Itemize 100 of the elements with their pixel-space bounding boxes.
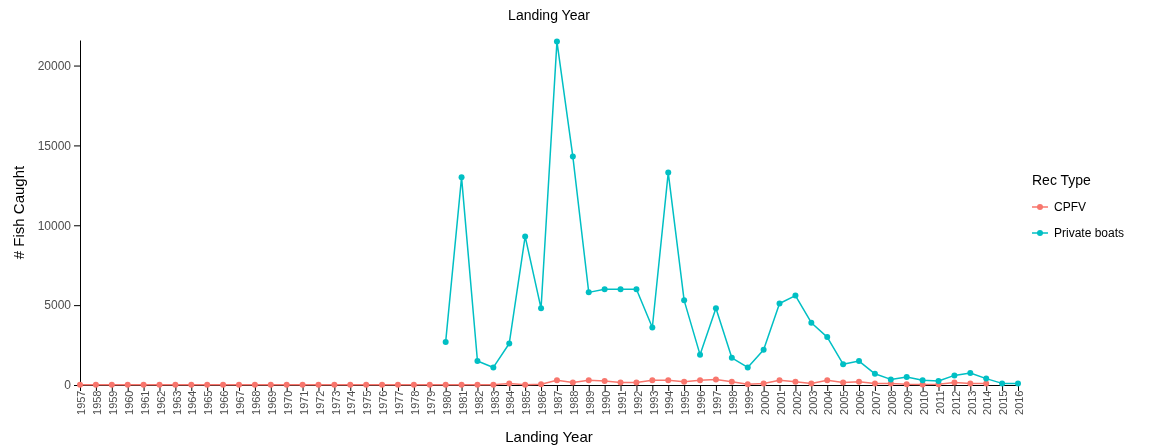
legend-label: CPFV — [1054, 200, 1087, 214]
point — [267, 381, 274, 388]
x-tick-label: 1957 — [75, 390, 88, 415]
point — [887, 376, 894, 383]
point — [840, 379, 847, 386]
x-tick-label: 1976 — [377, 390, 390, 415]
x-tick-label: 1987 — [552, 390, 565, 415]
x-tick-label: 1990 — [599, 390, 612, 415]
point — [633, 379, 640, 386]
point — [760, 380, 767, 387]
point — [665, 169, 672, 176]
point — [697, 377, 704, 384]
x-tick-label: 1963 — [170, 390, 183, 415]
point — [840, 361, 847, 368]
x-tick-label: 1989 — [583, 390, 596, 415]
point — [712, 305, 719, 312]
point — [983, 375, 990, 382]
point — [728, 354, 735, 361]
point — [553, 377, 560, 384]
legend-title: Rec Type — [1032, 172, 1092, 188]
point — [315, 381, 322, 388]
point — [506, 340, 513, 347]
x-tick-label: 1999 — [742, 390, 755, 415]
x-tick-label: 1960 — [122, 390, 135, 415]
x-tick-label: 2005 — [838, 390, 851, 415]
point — [585, 377, 592, 384]
x-tick-label: 2015 — [997, 390, 1010, 415]
point — [601, 378, 608, 385]
point — [283, 381, 290, 388]
point — [633, 286, 640, 293]
point — [712, 376, 719, 383]
x-tick-label: 1994 — [663, 390, 676, 415]
point — [506, 380, 513, 387]
point — [522, 233, 529, 240]
x-tick-label: 2013 — [965, 390, 978, 415]
point — [744, 364, 751, 371]
x-tick-label: 1973 — [329, 390, 342, 415]
x-tick-label: 2003 — [806, 390, 819, 415]
point — [108, 381, 115, 388]
x-tick-label: 1974 — [345, 390, 358, 415]
x-tick-label: 1969 — [265, 390, 278, 415]
x-tick-label: 1986 — [536, 390, 549, 415]
x-tick-label: 1968 — [250, 390, 263, 415]
point — [1015, 380, 1021, 387]
x-tick-label: 2008 — [886, 390, 899, 415]
x-tick-label: 1958 — [91, 390, 104, 415]
x-tick-label: 1995 — [679, 390, 692, 415]
x-tick-label: 1992 — [631, 390, 644, 415]
point — [617, 379, 624, 386]
point — [490, 364, 497, 371]
point — [251, 381, 258, 388]
x-tick-label: 1984 — [504, 390, 517, 415]
point — [951, 379, 958, 386]
x-tick-label: 1965 — [202, 390, 215, 415]
point — [649, 377, 656, 384]
x-tick-label: 2012 — [949, 390, 962, 415]
point — [617, 286, 624, 293]
point — [871, 380, 878, 387]
point — [442, 338, 449, 345]
point — [363, 381, 370, 388]
point — [792, 292, 799, 299]
x-tick-label: 2002 — [790, 390, 803, 415]
x-tick-label: 1988 — [568, 390, 581, 415]
x-tick-label: 1983 — [488, 390, 501, 415]
point — [856, 378, 863, 385]
x-tick-label: 1962 — [154, 390, 167, 415]
x-tick-label: 1975 — [361, 390, 374, 415]
point — [204, 381, 211, 388]
point — [824, 334, 831, 341]
point — [967, 370, 974, 377]
point — [347, 381, 354, 388]
x-tick-label: 2004 — [822, 390, 835, 415]
point — [665, 377, 672, 384]
point — [808, 380, 815, 387]
point — [331, 381, 338, 388]
point — [553, 38, 560, 45]
point — [903, 381, 910, 388]
x-tick-label: 2009 — [901, 390, 914, 415]
y-tick-label: 15000 — [37, 138, 72, 153]
x-tick-label: 1964 — [186, 390, 199, 415]
point — [92, 381, 99, 388]
x-tick-label: 1997 — [711, 390, 724, 415]
x-tick-label: 1961 — [138, 390, 151, 415]
point — [235, 381, 242, 388]
point — [490, 381, 497, 388]
x-tick-label: 1971 — [297, 390, 310, 415]
x-tick-label: 1967 — [234, 390, 247, 415]
point — [760, 346, 767, 353]
x-tick-label: 2014 — [981, 390, 994, 415]
x-axis-title: Landing Year — [505, 428, 593, 445]
x-tick-label: 1985 — [520, 390, 533, 415]
x-tick-label: 1978 — [409, 390, 422, 415]
point — [474, 358, 481, 365]
x-tick-label: 2011 — [933, 390, 946, 415]
point — [474, 381, 481, 388]
x-tick-label: 1981 — [456, 390, 469, 415]
point — [156, 381, 163, 388]
y-tick-label: 10000 — [37, 218, 72, 233]
x-tick-label: 2000 — [758, 390, 771, 415]
point — [856, 358, 863, 365]
